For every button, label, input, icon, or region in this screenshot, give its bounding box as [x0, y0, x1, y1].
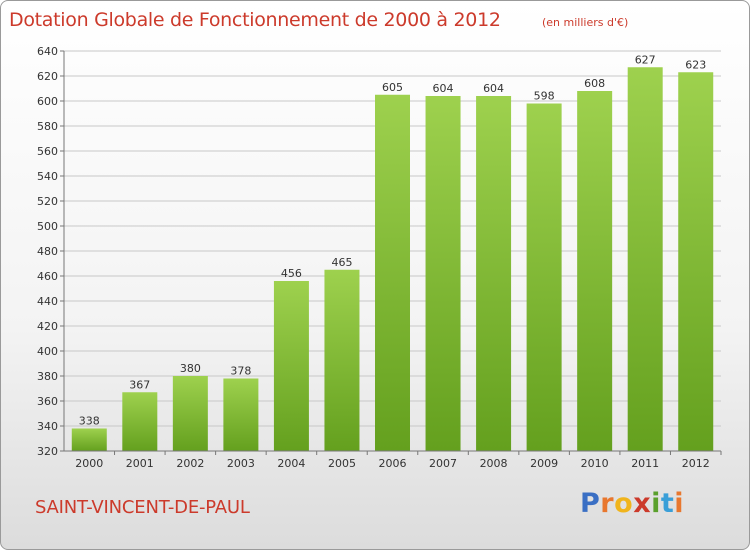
y-tick-label: 420: [37, 320, 58, 333]
data-label-2006: 605: [382, 81, 403, 94]
logo-letter: i: [674, 488, 685, 519]
bar-2001: [122, 392, 158, 451]
data-label-2005: 465: [331, 256, 352, 269]
logo-letter: o: [614, 488, 634, 519]
y-tick-label: 440: [37, 295, 58, 308]
y-tick-label: 400: [37, 345, 58, 358]
bar-2005: [324, 269, 360, 451]
bar-2003: [223, 378, 259, 451]
proxiti-logo: Proxiti: [580, 488, 684, 519]
data-label-2000: 338: [79, 415, 100, 428]
logo-letter: t: [660, 488, 675, 519]
data-label-2001: 367: [129, 378, 150, 391]
bar-2007: [425, 96, 461, 451]
data-labels: 338 367 380 378 456 465 605 604 604 598 608 627 623: [79, 53, 706, 427]
data-label-2004: 456: [281, 267, 302, 280]
x-tick-label: 2012: [682, 457, 710, 470]
x-tick-label: 2010: [581, 457, 609, 470]
bar-2008: [476, 96, 512, 451]
data-label-2010: 608: [584, 77, 605, 90]
bars: [71, 67, 714, 451]
data-label-2009: 598: [534, 90, 555, 103]
data-label-2002: 380: [180, 362, 201, 375]
data-label-2007: 604: [433, 82, 454, 95]
logo-letter: i: [651, 488, 661, 519]
y-axis: 320 340 360 380 400 420 440 460 480 500 520 540 560 5…: [37, 45, 65, 458]
chart-title: Dotation Globale de Fonctionnement de 20…: [9, 9, 501, 31]
y-tick-label: 600: [37, 95, 58, 108]
y-tick-label: 480: [37, 245, 58, 258]
y-tick-label: 460: [37, 270, 58, 283]
y-tick-label: 520: [37, 195, 58, 208]
x-tick-label: 2006: [379, 457, 407, 470]
x-axis: 2000 2001 2002 2003 2004 2005 2006 2007 2008 2009…: [64, 450, 722, 470]
y-tick-label: 580: [37, 120, 58, 133]
x-tick-label: 2000: [75, 457, 103, 470]
y-tick-label: 340: [37, 420, 58, 433]
y-tick-label: 380: [37, 370, 58, 383]
logo-letter: r: [600, 488, 615, 519]
bar-2012: [678, 72, 714, 451]
unit-note: (en milliers d'€): [542, 16, 629, 29]
bar-2006: [375, 94, 410, 451]
x-tick-label: 2009: [530, 457, 558, 470]
data-label-2003: 378: [230, 365, 251, 378]
data-label-2008: 604: [483, 82, 504, 95]
y-tick-label: 540: [37, 170, 58, 183]
y-tick-label: 500: [37, 220, 58, 233]
x-tick-label: 2005: [328, 457, 356, 470]
x-tick-label: 2008: [480, 457, 508, 470]
y-tick-label: 320: [37, 445, 58, 458]
data-label-2011: 627: [635, 53, 656, 66]
y-tick-label: 640: [37, 45, 58, 58]
y-tick-label: 360: [37, 395, 58, 408]
bar-2010: [577, 91, 613, 451]
x-tick-label: 2003: [227, 457, 255, 470]
bar-2009: [526, 103, 562, 451]
y-tick-label: 620: [37, 70, 58, 83]
bar-2004: [273, 281, 309, 451]
x-tick-label: 2002: [176, 457, 204, 470]
x-tick-label: 2001: [126, 457, 154, 470]
bar-2000: [71, 428, 107, 451]
commune-name: SAINT-VINCENT-DE-PAUL: [35, 497, 250, 518]
x-tick-label: 2011: [631, 457, 659, 470]
logo-letter: x: [633, 488, 652, 519]
bar-2011: [627, 67, 663, 451]
x-tick-label: 2004: [277, 457, 305, 470]
x-tick-label: 2007: [429, 457, 457, 470]
data-label-2012: 623: [685, 58, 706, 71]
bar-2002: [172, 376, 208, 451]
logo-letter: P: [580, 488, 601, 519]
y-tick-label: 560: [37, 145, 58, 158]
